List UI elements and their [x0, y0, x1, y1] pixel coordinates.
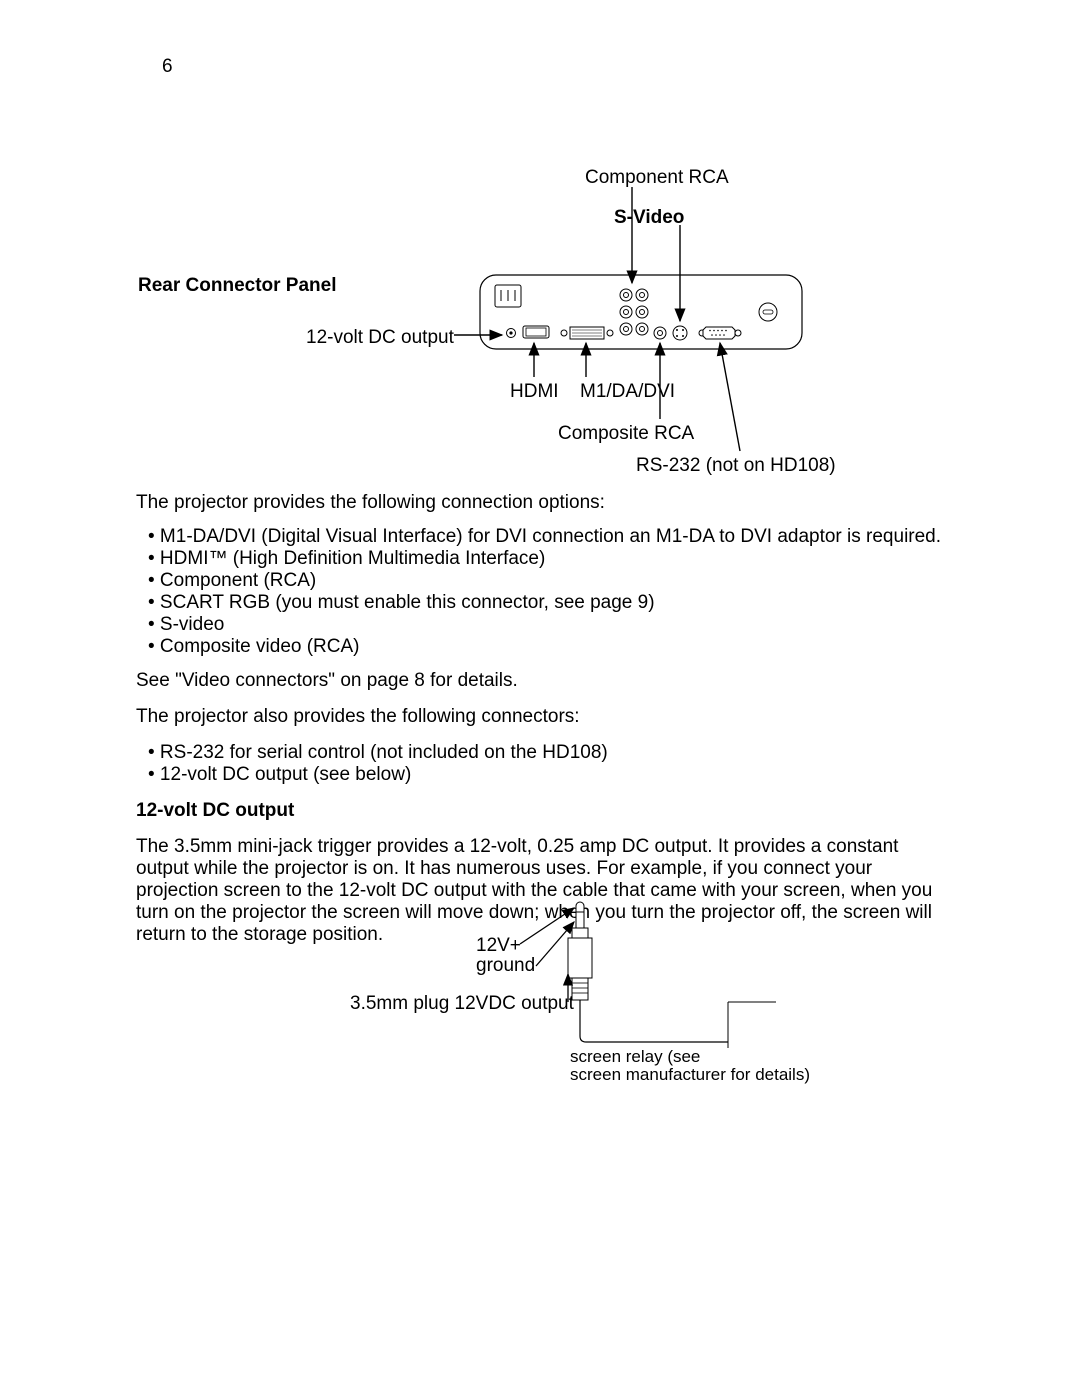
bullet-item: • Component (RCA) — [148, 570, 941, 592]
bullet-item: • RS-232 for serial control (not include… — [148, 742, 608, 764]
bullet-list-2: • RS-232 for serial control (not include… — [148, 742, 608, 786]
bullet-item: • HDMI™ (High Definition Multimedia Inte… — [148, 548, 941, 570]
bullet-item: • Composite video (RCA) — [148, 636, 941, 658]
bullet-item: • 12-volt DC output (see below) — [148, 764, 608, 786]
text-intro: The projector provides the following con… — [136, 492, 952, 514]
page: 6 Component RCA S-Video Rear Connector P… — [0, 0, 1080, 1397]
text-also-provides: The projector also provides the followin… — [136, 706, 952, 728]
bullet-list-1: • M1-DA/DVI (Digital Visual Interface) f… — [148, 526, 941, 658]
bullet-item: • S-video — [148, 614, 941, 636]
rear-panel-diagram — [0, 165, 810, 475]
bullet-item: • M1-DA/DVI (Digital Visual Interface) f… — [148, 526, 941, 548]
text-see-video: See "Video connectors" on page 8 for det… — [136, 670, 952, 692]
page-number: 6 — [162, 56, 173, 78]
plug-diagram — [340, 900, 800, 1080]
heading-12v: 12-volt DC output — [136, 800, 952, 822]
bullet-item: • SCART RGB (you must enable this connec… — [148, 592, 941, 614]
